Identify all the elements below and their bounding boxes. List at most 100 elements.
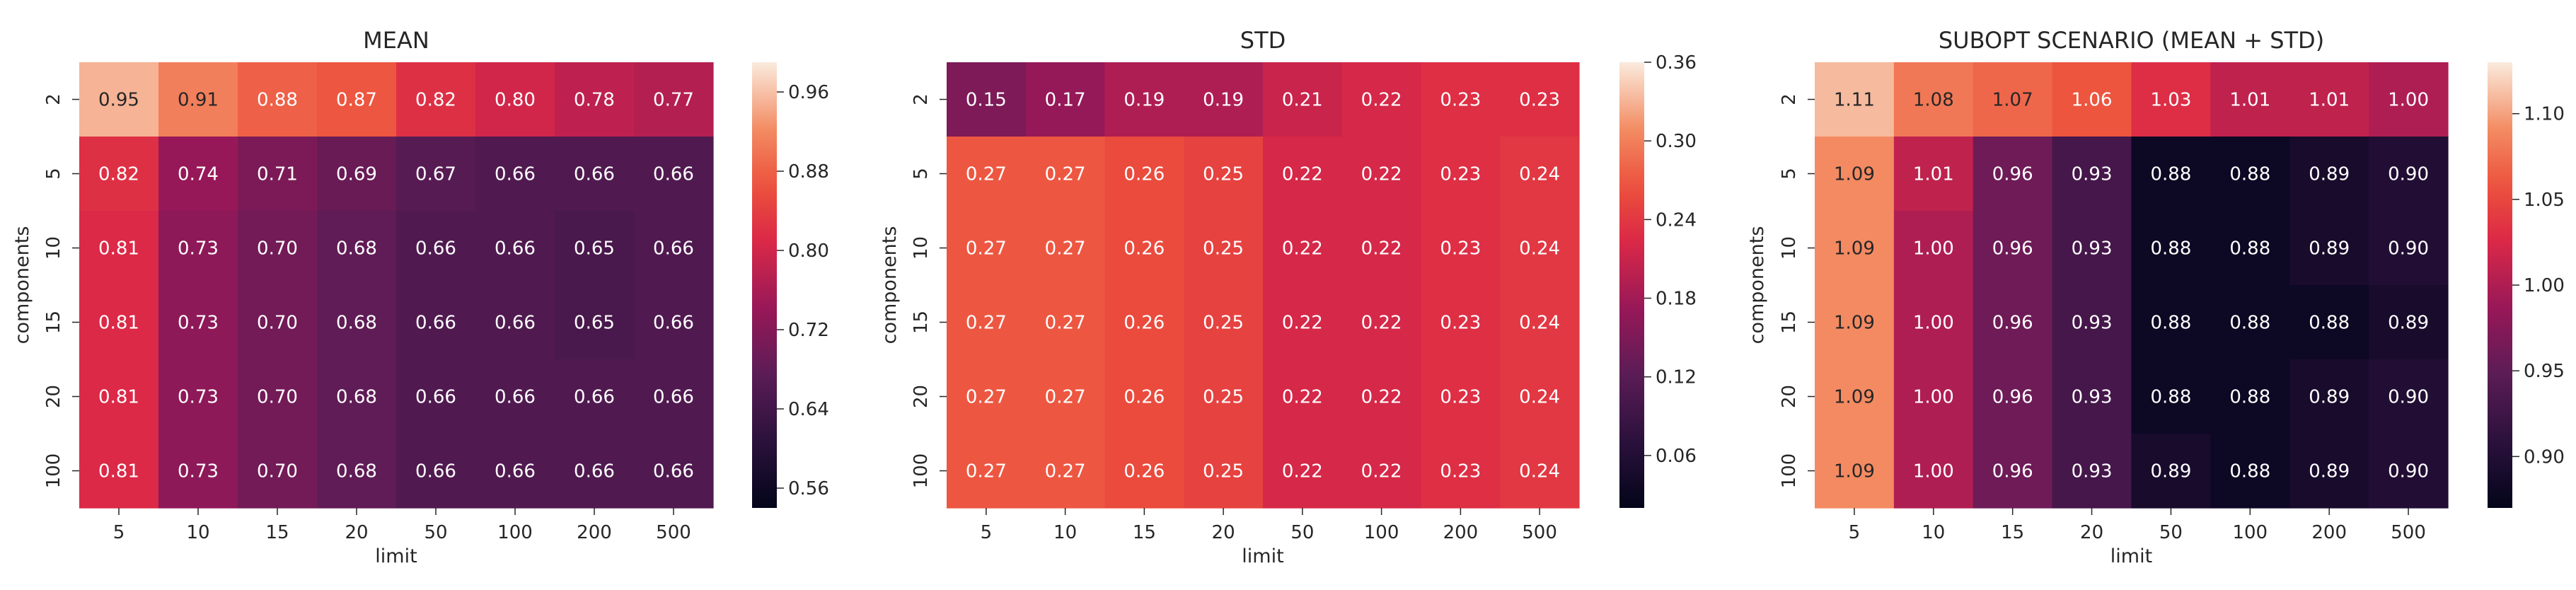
colorbar-tick-label: 0.24 <box>1656 209 1697 231</box>
heatmap-cell <box>1973 434 2053 509</box>
cell-value-label: 0.90 <box>2388 238 2429 260</box>
cell-value-label: 0.25 <box>1203 387 1244 408</box>
heatmap-cell <box>475 211 555 286</box>
chart-title: MEAN <box>363 27 429 54</box>
heatmap-panel-1: 0.95 0.91 0.88 0.87 0.82 0.80 0.78 0.77 0.82 0.74… <box>11 27 829 567</box>
cell-value-label: 0.24 <box>1519 238 1560 260</box>
colorbar-tick-label: 0.36 <box>1656 52 1697 74</box>
x-axis-label: limit <box>2110 545 2152 567</box>
y-tick-label: 100 <box>43 453 64 489</box>
heatmap-panel-2: 0.15 0.17 0.19 0.19 0.21 0.22 0.23 0.23 0.27 0.27… <box>879 27 1697 567</box>
cell-value-label: 0.68 <box>336 313 377 334</box>
cell-value-label: 0.22 <box>1282 313 1323 334</box>
heatmap-cell <box>1263 359 1343 434</box>
heatmap-cell <box>1184 434 1264 509</box>
x-tick-label: 10 <box>1053 522 1077 543</box>
colorbar-tick-label: 0.12 <box>1656 367 1697 388</box>
colorbar-tick-label: 0.30 <box>1656 131 1697 152</box>
heatmap-cell <box>1104 137 1184 212</box>
heatmap-cell <box>1341 434 1422 509</box>
heatmap-cell <box>1815 434 1895 509</box>
heatmap-cell <box>1973 62 2053 137</box>
heatmap-cell <box>2289 434 2369 509</box>
cell-value-label: 0.74 <box>178 164 219 185</box>
cell-value-label: 0.24 <box>1519 461 1560 482</box>
cell-value-label: 0.91 <box>178 90 219 111</box>
cell-value-label: 0.22 <box>1361 90 1402 111</box>
cell-value-label: 1.09 <box>1834 461 1875 482</box>
x-tick-label: 10 <box>186 522 209 543</box>
heatmap-cell <box>158 285 238 360</box>
cell-value-label: 0.88 <box>2229 313 2270 334</box>
cell-value-label: 1.09 <box>1834 387 1875 408</box>
x-tick-label: 10 <box>1922 522 1945 543</box>
heatmap-cell <box>396 62 476 137</box>
colorbar-tick-label: 0.18 <box>1656 289 1697 310</box>
heatmap-cell <box>317 285 397 360</box>
cell-value-label: 0.68 <box>336 387 377 408</box>
cell-value-label: 0.80 <box>495 90 536 111</box>
heatmap-cell <box>158 434 238 509</box>
heatmap-cell <box>2052 434 2132 509</box>
cell-value-label: 0.27 <box>1045 387 1086 408</box>
heatmap-cell <box>2052 211 2132 286</box>
heatmap-cell <box>79 359 159 434</box>
cell-value-label: 0.88 <box>2309 313 2350 334</box>
heatmap-cell <box>1184 285 1264 360</box>
cell-value-label: 0.66 <box>653 164 694 185</box>
colorbar-tick-label: 0.95 <box>2524 361 2565 382</box>
x-tick-label: 100 <box>2232 522 2268 543</box>
cell-value-label: 0.88 <box>257 90 298 111</box>
cell-value-label: 0.70 <box>257 461 298 482</box>
heatmap-cell <box>2210 211 2290 286</box>
cell-value-label: 1.09 <box>1834 164 1875 185</box>
x-axis-label: limit <box>375 545 417 567</box>
cell-value-label: 0.21 <box>1282 90 1323 111</box>
x-tick-label: 100 <box>497 522 533 543</box>
cell-value-label: 0.73 <box>178 313 219 334</box>
heatmap-cell <box>158 62 238 137</box>
heatmap-cell <box>475 137 555 212</box>
cell-value-label: 0.22 <box>1361 164 1402 185</box>
y-tick-label: 15 <box>911 311 932 334</box>
heatmap-cell <box>475 62 555 137</box>
cell-value-label: 0.87 <box>336 90 377 111</box>
heatmap-cell <box>396 137 476 212</box>
cell-value-label: 1.00 <box>2388 90 2429 111</box>
x-tick-label: 5 <box>981 522 993 543</box>
x-tick-label: 200 <box>577 522 612 543</box>
cell-value-label: 0.66 <box>653 461 694 482</box>
cell-value-label: 1.09 <box>1834 313 1875 334</box>
y-axis-label: components <box>11 226 33 345</box>
cell-value-label: 0.66 <box>415 461 456 482</box>
cell-value-label: 0.27 <box>1045 461 1086 482</box>
cell-value-label: 0.66 <box>495 461 536 482</box>
cell-value-label: 0.65 <box>574 313 615 334</box>
y-tick-label: 20 <box>911 385 932 408</box>
cell-value-label: 0.88 <box>2229 387 2270 408</box>
heatmap-cell <box>555 285 635 360</box>
chart-title: SUBOPT SCENARIO (MEAN + STD) <box>1939 27 2324 54</box>
cell-value-label: 0.27 <box>966 313 1007 334</box>
cell-value-label: 0.81 <box>98 461 139 482</box>
y-tick-label: 15 <box>43 311 64 334</box>
heatmap-cell <box>2052 285 2132 360</box>
y-tick-label: 5 <box>911 168 932 180</box>
heatmap-cell <box>2289 359 2369 434</box>
cell-value-label: 0.23 <box>1440 461 1481 482</box>
cell-value-label: 0.93 <box>2072 461 2113 482</box>
heatmap-cell <box>2369 285 2449 360</box>
cell-value-label: 0.22 <box>1282 461 1323 482</box>
heatmap-cell <box>238 62 318 137</box>
heatmap-cell <box>1815 285 1895 360</box>
cell-value-label: 0.90 <box>2388 164 2429 185</box>
x-tick-label: 50 <box>2159 522 2183 543</box>
cell-value-label: 0.25 <box>1203 164 1244 185</box>
y-tick-label: 2 <box>1779 93 1800 105</box>
cell-value-label: 0.66 <box>653 387 694 408</box>
cell-value-label: 0.26 <box>1124 387 1165 408</box>
cell-value-label: 1.09 <box>1834 238 1875 260</box>
cell-value-label: 0.24 <box>1519 164 1560 185</box>
cell-value-label: 0.23 <box>1440 164 1481 185</box>
